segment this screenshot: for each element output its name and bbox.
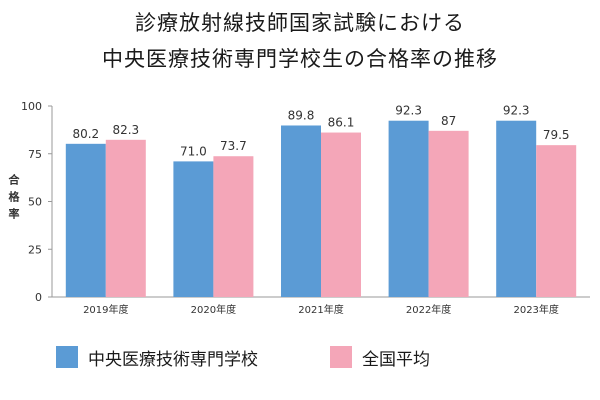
bar-chart: 0 25 50 75 100 合格率 80.2 82.3 2019年度 71.0 73.7 2020年… <box>9 100 590 316</box>
bar <box>321 132 361 297</box>
y-axis-label: 合 <box>9 173 21 187</box>
x-tick-label: 2023年度 <box>513 303 558 316</box>
bar <box>496 120 537 297</box>
y-tick-label: 75 <box>28 148 42 161</box>
bar <box>105 139 146 297</box>
legend-item-school: 中央医療技術専門学校 <box>56 343 258 371</box>
legend-label-national: 全国平均 <box>362 349 430 370</box>
legend-label-school: 中央医療技術専門学校 <box>88 349 258 370</box>
y-tick-label: 25 <box>28 243 42 256</box>
bar <box>281 125 321 297</box>
chart-title-line-2: 中央医療技術専門学校生の合格率の推移 <box>102 47 498 71</box>
data-label: 87 <box>441 114 456 128</box>
data-label: 82.3 <box>112 123 139 137</box>
x-tick-label: 2020年度 <box>191 303 236 316</box>
data-label: 73.7 <box>220 139 247 153</box>
bar <box>213 156 254 297</box>
data-label: 89.8 <box>288 108 315 122</box>
y-tick-label: 50 <box>28 196 42 209</box>
y-tick-label: 100 <box>21 100 42 113</box>
bar <box>428 130 469 297</box>
x-tick-label: 2021年度 <box>298 303 343 316</box>
chart-title-line-1: 診療放射線技師国家試験における <box>135 11 465 35</box>
y-axis-label: 格 <box>9 190 21 204</box>
legend-swatch-national <box>330 346 352 368</box>
x-tick-label: 2022年度 <box>406 303 451 316</box>
data-label: 86.1 <box>328 116 355 130</box>
bar <box>65 143 106 297</box>
y-axis-label: 率 <box>9 207 20 221</box>
bar <box>388 120 429 297</box>
legend-item-national: 全国平均 <box>330 343 430 371</box>
bar <box>536 145 577 297</box>
bar <box>173 161 214 297</box>
data-label: 92.3 <box>503 104 530 118</box>
data-label: 92.3 <box>395 104 422 118</box>
data-label: 79.5 <box>543 128 570 142</box>
y-tick-label: 0 <box>35 291 42 304</box>
data-label: 80.2 <box>72 127 99 141</box>
data-label: 71.0 <box>180 144 207 158</box>
legend-swatch-school <box>56 346 78 368</box>
x-tick-label: 2019年度 <box>83 303 128 316</box>
